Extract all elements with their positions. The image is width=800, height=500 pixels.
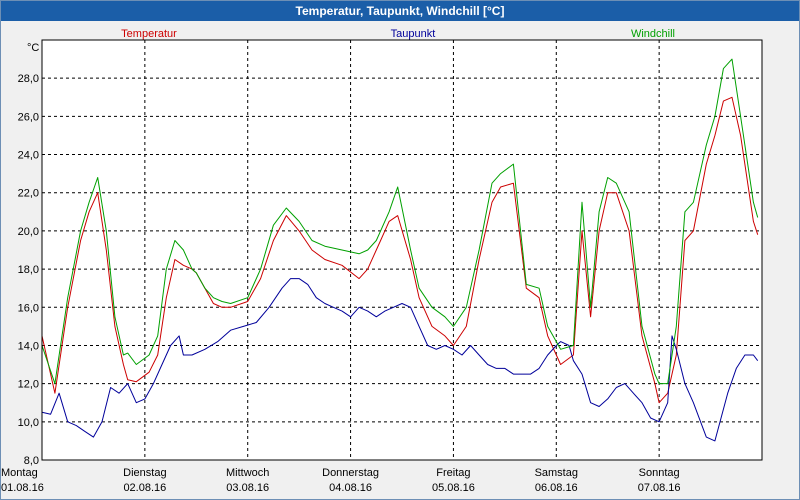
x-tick-date: 07.08.16 [638, 482, 681, 494]
y-tick-label: 20,0 [18, 226, 39, 238]
y-tick-label: 18,0 [18, 264, 39, 276]
x-tick-day: Samstag [535, 467, 578, 479]
x-axis: Montag 01.08.16 Dienstag 02.08.16 Mittwoch 03… [1, 467, 681, 494]
y-axis: 8,0 10,0 12,0 14,0 16,0 18,0 20,0 22,0 24,0 26,0 2… [18, 73, 39, 467]
y-tick-label: 22,0 [18, 188, 39, 200]
y-tick-label: 8,0 [24, 455, 39, 467]
x-tick-date: 05.08.16 [432, 482, 475, 494]
y-tick-label: 26,0 [18, 111, 39, 123]
y-tick-label: 14,0 [18, 340, 39, 352]
plot-area [42, 40, 762, 460]
x-tick-date: 02.08.16 [123, 482, 166, 494]
x-tick-date: 04.08.16 [329, 482, 372, 494]
series-line-temperatur [41, 96, 759, 404]
y-tick-label: 24,0 [18, 150, 39, 162]
series-line-taupunkt [41, 278, 759, 442]
y-axis-label: °C [27, 42, 39, 54]
x-tick-date: 06.08.16 [535, 482, 578, 494]
x-tick-day: Freitag [436, 467, 470, 479]
legend: Temperatur Taupunkt Windchill [121, 28, 675, 40]
series-layer [41, 58, 759, 442]
legend-windchill: Windchill [631, 28, 675, 40]
x-tick-day: Sonntag [639, 467, 680, 479]
legend-taupunkt: Taupunkt [391, 28, 436, 40]
x-tick-day: Donnerstag [322, 467, 379, 479]
x-tick-day: Montag [1, 467, 38, 479]
y-tick-label: 28,0 [18, 73, 39, 85]
y-tick-label: 16,0 [18, 302, 39, 314]
series-line-windchill [41, 58, 759, 385]
x-tick-day: Mittwoch [226, 467, 269, 479]
y-tick-label: 12,0 [18, 379, 39, 391]
chart: 8,0 10,0 12,0 14,0 16,0 18,0 20,0 22,0 24,0 26,0 2… [1, 28, 763, 494]
y-tick-label: 10,0 [18, 417, 39, 429]
legend-temperatur: Temperatur [121, 28, 177, 40]
window-title: Temperatur, Taupunkt, Windchill [°C] [1, 1, 799, 21]
x-tick-date: 01.08.16 [1, 482, 44, 494]
plot-border [41, 39, 763, 461]
x-tick-day: Dienstag [123, 467, 166, 479]
x-tick-date: 03.08.16 [226, 482, 269, 494]
